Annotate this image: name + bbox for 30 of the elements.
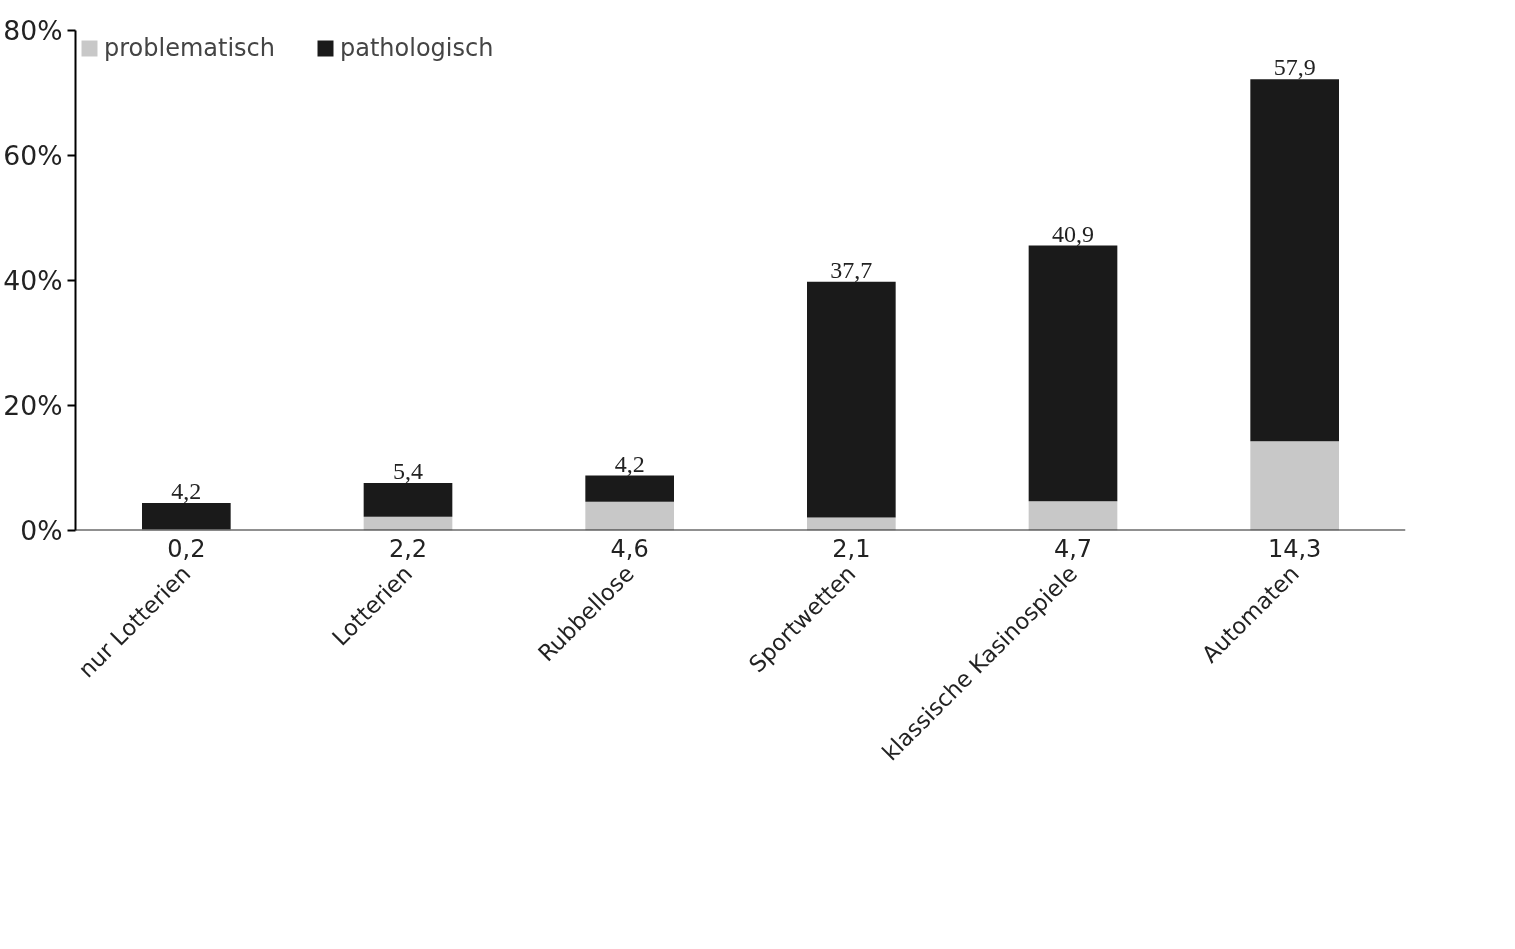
data-label: 40,9 <box>1052 220 1094 247</box>
legend-label: pathologisch <box>340 34 494 62</box>
bar <box>807 517 896 531</box>
data-label: 14,3 <box>1267 534 1322 563</box>
y-tick-label: 80% <box>3 15 63 46</box>
data-label: 2,2 <box>388 534 428 563</box>
bar <box>585 475 674 502</box>
y-tick-label: 60% <box>3 140 63 171</box>
data-label: 57,9 <box>1273 54 1316 81</box>
data-label: 4,7 <box>1053 534 1093 563</box>
data-label: 4,2 <box>614 450 645 477</box>
bar <box>1028 245 1118 502</box>
data-label: 4,2 <box>171 478 202 504</box>
bar <box>585 501 674 531</box>
bar <box>1250 441 1339 531</box>
data-label: 37,7 <box>830 256 873 283</box>
bar <box>1028 501 1118 531</box>
data-label: 4,6 <box>610 534 649 563</box>
y-tick-label: 0% <box>20 515 63 546</box>
bar <box>1250 79 1339 442</box>
bar <box>142 503 231 530</box>
legend-label: problematisch <box>104 34 275 62</box>
bar <box>363 516 453 531</box>
data-label: 2,1 <box>832 534 871 563</box>
y-tick-label: 40% <box>3 265 63 296</box>
y-tick-label: 20% <box>3 390 63 421</box>
data-label: 0,2 <box>167 534 206 563</box>
data-label: 5,4 <box>393 458 423 484</box>
bar <box>363 483 453 517</box>
bar <box>807 281 896 518</box>
